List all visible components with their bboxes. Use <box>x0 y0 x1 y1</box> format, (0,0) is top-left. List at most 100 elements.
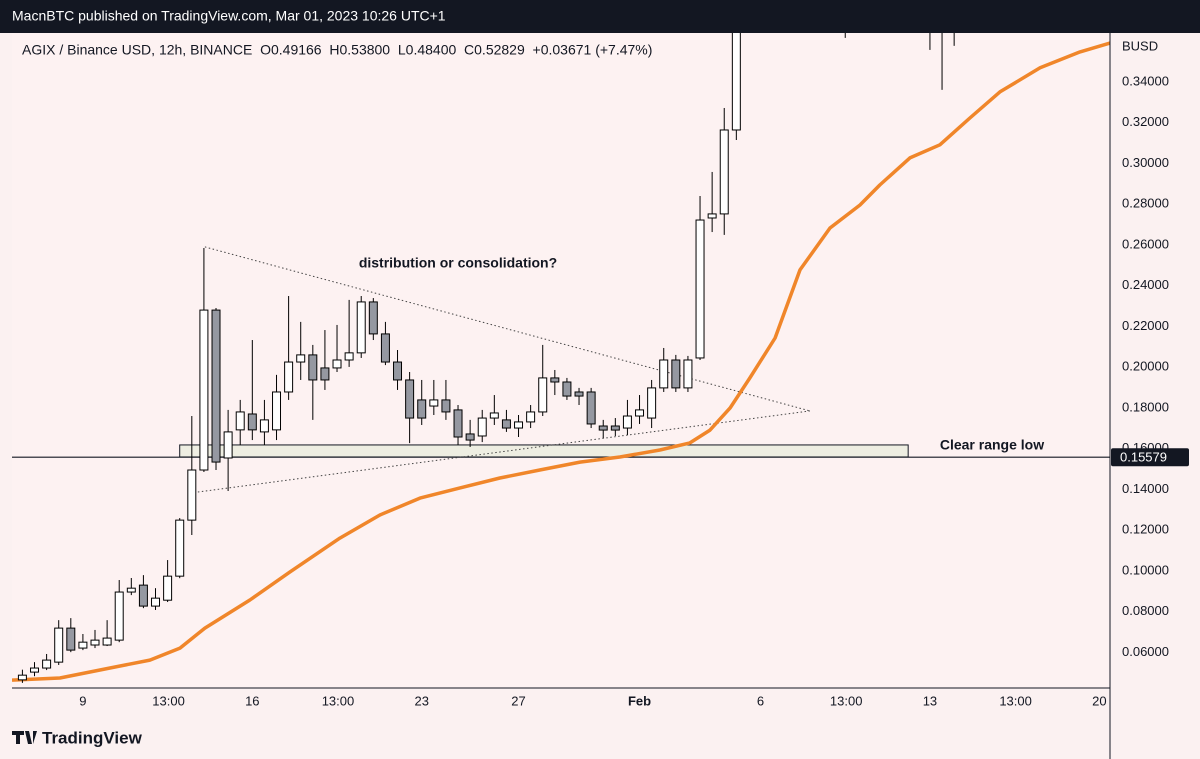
candle-body <box>683 359 693 389</box>
annotation: Clear range low <box>940 437 1044 453</box>
candle-body <box>405 379 415 419</box>
candle-body <box>635 409 645 417</box>
candle-body <box>393 361 403 381</box>
candle-body <box>187 469 197 521</box>
candle-body <box>647 387 657 419</box>
candle-body <box>54 627 64 663</box>
candle-body <box>622 415 632 429</box>
y-tick-label: 0.18000 <box>1122 399 1169 414</box>
candle-body <box>550 377 560 383</box>
candle-body <box>42 659 52 669</box>
price-label: 0.15579 <box>1120 450 1167 465</box>
candle-body <box>114 591 124 641</box>
candle-body <box>126 587 136 593</box>
candle-body <box>30 667 40 673</box>
candle-body <box>417 399 427 419</box>
x-tick-label: 13:00 <box>152 693 185 708</box>
price-label-box <box>1111 448 1189 467</box>
x-tick-label: 16 <box>245 693 259 708</box>
candle-body <box>223 431 233 459</box>
x-tick-label: 13:00 <box>322 693 355 708</box>
candle-body <box>78 641 88 649</box>
header-text: MacnBTC published on TradingView.com, Ma… <box>12 8 446 24</box>
plot-area <box>12 33 1110 688</box>
candle-body <box>102 637 112 646</box>
x-tick-label: 27 <box>511 693 525 708</box>
y-tick-label: 0.08000 <box>1122 603 1169 618</box>
range-box <box>179 444 909 458</box>
y-tick-label: 0.20000 <box>1122 359 1169 374</box>
candle-body <box>175 519 185 577</box>
candle-body <box>586 391 596 425</box>
candle-body <box>90 639 100 646</box>
candle-body <box>719 129 729 215</box>
candle-body <box>489 412 499 419</box>
candle-body <box>574 391 584 397</box>
candle-body <box>695 219 705 359</box>
x-tick-label: 13:00 <box>830 693 863 708</box>
header-bar <box>0 0 1200 33</box>
candle-body <box>332 359 342 369</box>
y-tick-label: 0.22000 <box>1122 318 1169 333</box>
x-tick-label: 13:00 <box>999 693 1032 708</box>
candle-body <box>356 301 366 354</box>
candle-body <box>501 419 511 429</box>
candle-body <box>526 411 536 423</box>
candle-body <box>138 584 148 607</box>
candle-body <box>66 627 76 651</box>
x-tick-label: 13 <box>923 693 937 708</box>
y-tick-label: 0.32000 <box>1122 114 1169 129</box>
candle-body <box>671 359 681 389</box>
x-tick-label: 6 <box>757 693 764 708</box>
x-tick-label: Feb <box>628 693 651 708</box>
x-tick-label: 23 <box>414 693 428 708</box>
trendline <box>197 410 810 493</box>
candle-body <box>562 381 572 397</box>
y-tick-label: 0.24000 <box>1122 277 1169 292</box>
candle-body <box>731 33 741 131</box>
plot-layer <box>12 33 1110 683</box>
candle-body <box>17 674 27 681</box>
candle-body <box>538 377 548 413</box>
candle-body <box>308 354 318 381</box>
candle-body <box>247 413 257 431</box>
candle-body <box>477 417 487 437</box>
candle-body <box>707 213 717 219</box>
candle-body <box>235 411 245 431</box>
moving-average-line <box>12 41 1110 682</box>
candle-body <box>441 399 451 413</box>
y-tick-label: 0.06000 <box>1122 644 1169 659</box>
candle-body <box>380 333 390 363</box>
candle-body <box>296 354 306 363</box>
candle-body <box>465 433 475 441</box>
annotation: distribution or consolidation? <box>359 255 557 271</box>
candle-body <box>284 361 294 393</box>
candle-body <box>598 425 608 431</box>
candle-body <box>320 367 330 381</box>
candle-body <box>429 399 439 407</box>
candle-body <box>610 425 620 431</box>
candle-body <box>163 575 173 601</box>
x-tick-label: 9 <box>79 693 86 708</box>
y-tick-label: 0.34000 <box>1122 73 1169 88</box>
y-tick-label: 0.10000 <box>1122 562 1169 577</box>
legend-text: AGIX / Binance USD, 12h, BINANCE O0.4916… <box>22 42 652 58</box>
candle-body <box>151 597 161 607</box>
candle-body <box>211 309 221 463</box>
candle-body <box>272 391 282 431</box>
footer-text: TradingView <box>42 728 143 747</box>
y-axis-label: BUSD <box>1122 38 1158 53</box>
y-tick-label: 0.12000 <box>1122 522 1169 537</box>
candle-body <box>368 301 378 335</box>
x-tick-label: 20 <box>1092 693 1106 708</box>
footer-logo <box>12 731 37 744</box>
y-tick-label: 0.14000 <box>1122 481 1169 496</box>
candle-body <box>453 409 463 438</box>
candle-body <box>659 359 669 389</box>
trendline <box>204 246 811 412</box>
y-tick-label: 0.26000 <box>1122 236 1169 251</box>
y-tick-label: 0.30000 <box>1122 155 1169 170</box>
candle-body <box>259 419 269 433</box>
